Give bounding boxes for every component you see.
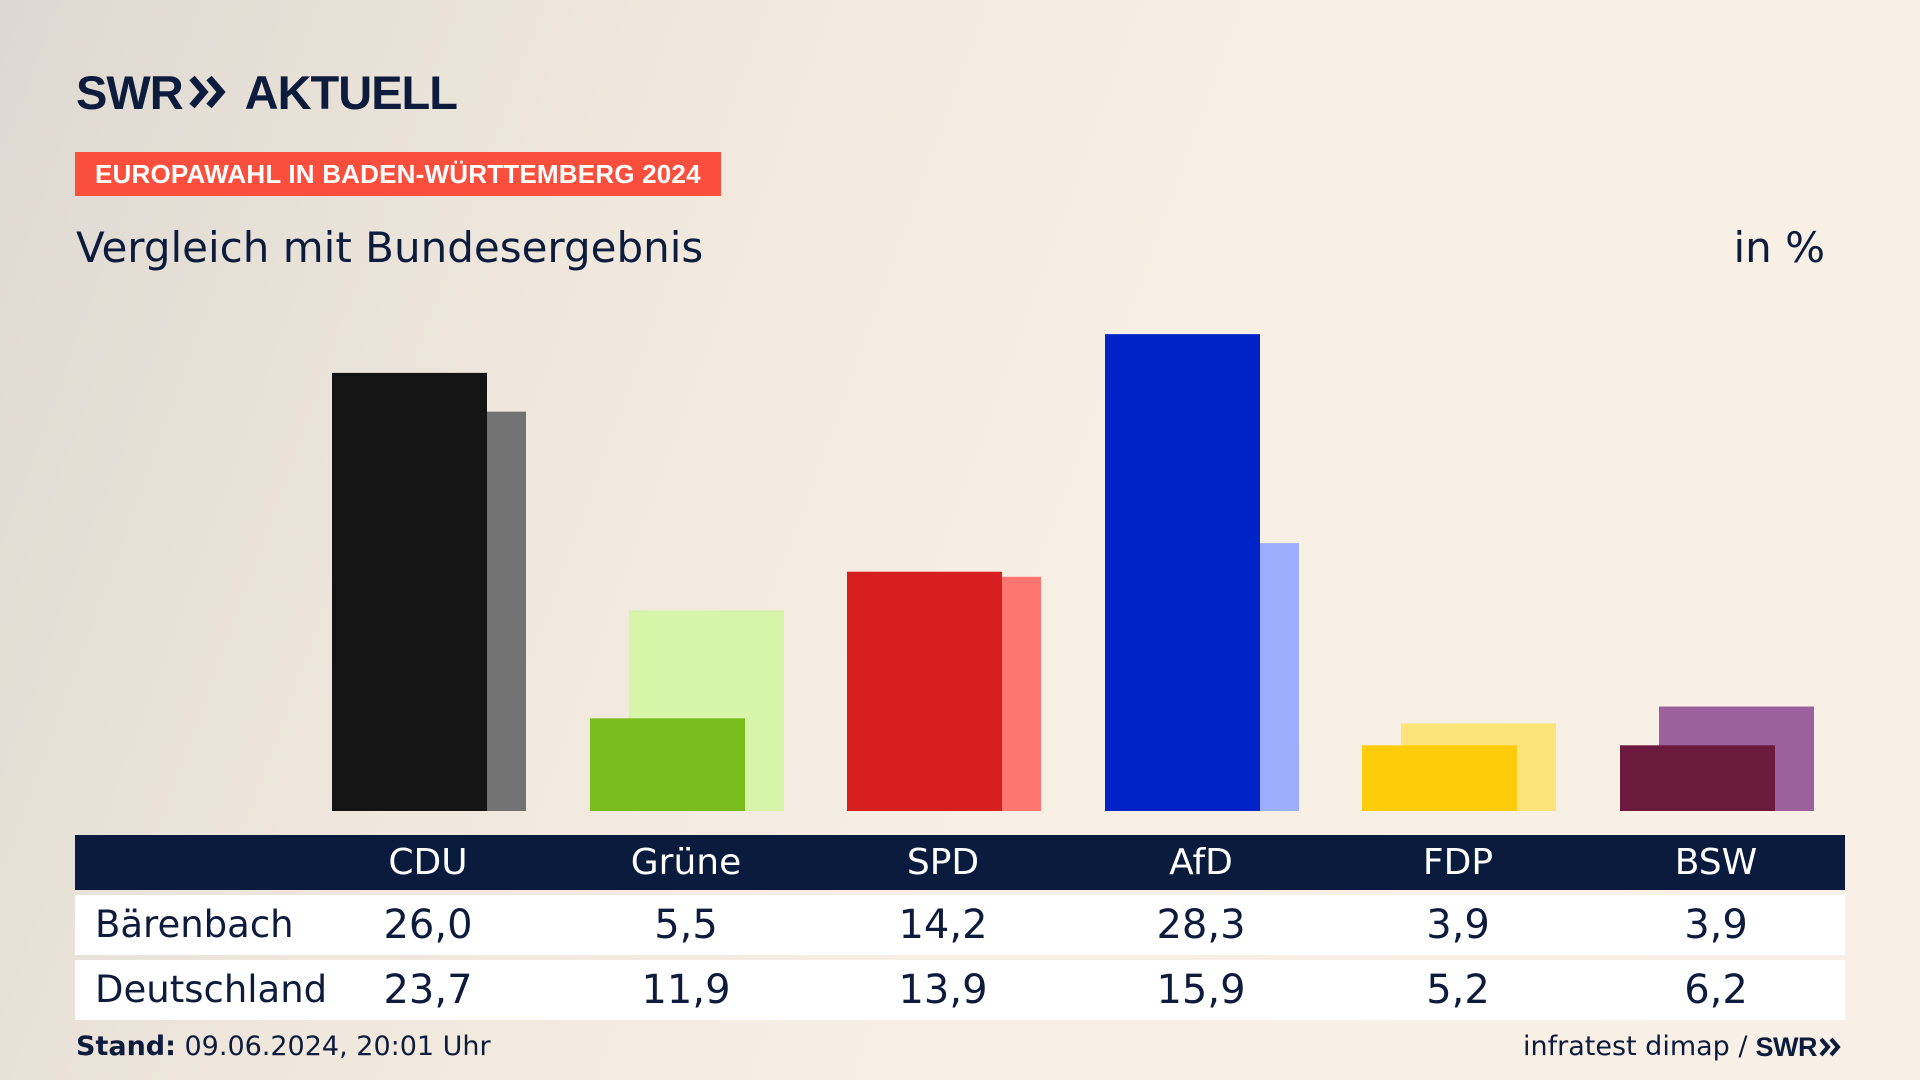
value-cell-1-2: 13,9 [898,967,988,1013]
table-row-baerenbach: Bärenbach 26,0 5,5 14,2 28,3 3,9 3,9 [75,895,1845,955]
party-label-4: FDP [1422,842,1494,883]
small-logo-text: SWR [1755,1032,1818,1062]
row-label: Deutschland [95,968,328,1011]
stand-timestamp: Stand: 09.06.2024, 20:01 Uhr [76,1030,491,1064]
row-label: Bärenbach [95,903,294,946]
results-table: CDU Grüne SPD AfD FDP BSW Bärenbach 26,0 5,5 14… [75,835,1845,1020]
value-cell-0-5: 3,9 [1684,902,1748,948]
chart-subtitle: Vergleich mit Bundesergebnis [76,223,704,272]
table-header-row: CDU Grüne SPD AfD FDP BSW [75,835,1845,890]
value-cell-0-0: 26,0 [383,902,473,948]
bar-baerenbach-0 [332,372,487,811]
party-label-3: AfD [1169,842,1233,883]
value-cell-0-1: 5,5 [654,902,718,948]
table-row-deutschland: Deutschland 23,7 11,9 13,9 15,9 5,2 6,2 [75,960,1845,1020]
value-cell-1-4: 5,2 [1426,967,1490,1013]
unit-label: in % [1733,223,1825,272]
bar-baerenbach-4 [1362,745,1517,811]
double-chevron-icon [1819,1037,1841,1057]
party-label-5: BSW [1674,842,1758,883]
bar-baerenbach-3 [1105,334,1260,811]
source-credit: infratest dimap / SWR [1523,1030,1845,1064]
bar-baerenbach-1 [590,718,745,811]
source-text: infratest dimap / [1522,1031,1748,1062]
logo-sub: AKTUELL [244,65,458,119]
swr-small-logo: SWR [1756,1030,1846,1064]
party-label-0: CDU [388,842,468,883]
value-cell-1-3: 15,9 [1156,967,1246,1013]
party-label-2: SPD [906,842,980,883]
value-cell-0-3: 28,3 [1156,902,1246,948]
stand-label: Stand: [76,1031,176,1062]
stand-value: 09.06.2024, 20:01 Uhr [175,1031,491,1062]
double-chevron-icon [188,75,226,109]
logo-brand: SWR [76,65,184,119]
value-cell-0-4: 3,9 [1426,902,1490,948]
value-cell-1-1: 11,9 [641,967,731,1013]
value-cell-1-5: 6,2 [1684,967,1748,1013]
value-cell-1-0: 23,7 [383,967,473,1013]
bar-baerenbach-5 [1620,745,1775,811]
bar-baerenbach-2 [847,571,1002,811]
election-tag: EUROPAWAHL IN BADEN-WÜRTTEMBERG 2024 [75,152,721,196]
value-cell-0-2: 14,2 [898,902,988,948]
swr-aktuell-logo: SWR AKTUELL [76,65,458,119]
party-label-1: Grüne [630,842,742,883]
